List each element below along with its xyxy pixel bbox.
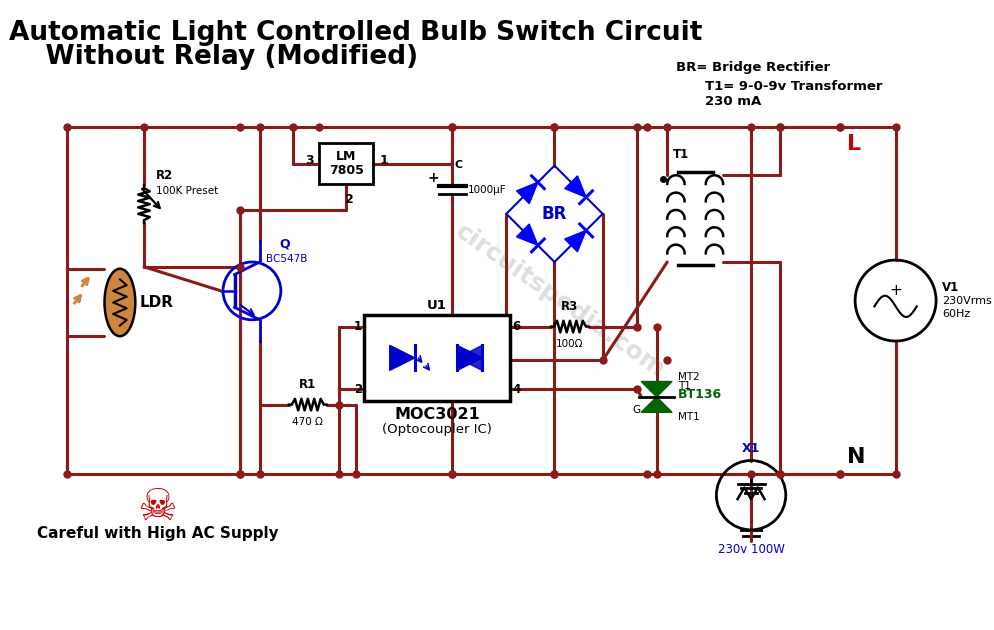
Ellipse shape (104, 269, 135, 336)
Text: 470 Ω: 470 Ω (292, 417, 323, 427)
Text: 7805: 7805 (329, 164, 364, 177)
Text: MT2: MT2 (678, 372, 700, 382)
Polygon shape (517, 182, 538, 203)
Text: BR= Bridge Rectifier: BR= Bridge Rectifier (676, 61, 830, 74)
Polygon shape (457, 345, 482, 370)
Text: R1: R1 (299, 378, 316, 391)
Text: LM: LM (336, 151, 357, 163)
Text: Q: Q (279, 238, 289, 251)
Text: 1: 1 (354, 320, 362, 333)
Text: 2: 2 (354, 382, 362, 396)
Text: LDR: LDR (139, 295, 173, 310)
FancyBboxPatch shape (319, 144, 374, 184)
Text: G: G (632, 405, 640, 415)
Text: 3: 3 (305, 154, 313, 168)
Polygon shape (641, 397, 672, 412)
Text: 100K Preset: 100K Preset (156, 186, 218, 196)
Text: 230v 100W: 230v 100W (718, 542, 784, 556)
Text: BR: BR (542, 205, 568, 223)
Polygon shape (565, 231, 586, 252)
Text: BC547B: BC547B (266, 254, 308, 264)
Polygon shape (390, 345, 414, 370)
Text: MOC3021: MOC3021 (394, 407, 480, 421)
Text: L: L (848, 134, 862, 154)
Text: ☠: ☠ (137, 486, 178, 529)
Text: 1: 1 (379, 154, 388, 168)
Text: T1: T1 (673, 147, 689, 161)
Text: +: + (427, 171, 439, 185)
Text: Without Relay (Modified): Without Relay (Modified) (9, 43, 418, 70)
Polygon shape (517, 224, 538, 246)
Text: BT136: BT136 (678, 389, 722, 401)
Polygon shape (457, 345, 482, 370)
Text: 230Vrms: 230Vrms (942, 295, 992, 306)
Text: C: C (454, 161, 462, 171)
FancyBboxPatch shape (364, 315, 510, 401)
Text: X1: X1 (742, 442, 760, 455)
Text: T1: T1 (678, 381, 691, 391)
Text: (Optocoupler IC): (Optocoupler IC) (382, 423, 492, 436)
Text: 4: 4 (512, 382, 520, 396)
Text: T1= 9-0-9v Transformer: T1= 9-0-9v Transformer (705, 80, 883, 93)
Text: +: + (890, 284, 902, 299)
Text: Careful with High AC Supply: Careful with High AC Supply (37, 526, 278, 541)
Text: 230 mA: 230 mA (705, 94, 761, 108)
Text: N: N (848, 447, 866, 467)
Polygon shape (641, 382, 672, 397)
Text: R3: R3 (562, 300, 579, 313)
Text: MT1: MT1 (678, 412, 700, 422)
Text: U1: U1 (427, 299, 447, 312)
Text: V1: V1 (942, 280, 959, 294)
Text: 1000μF: 1000μF (468, 185, 506, 195)
Text: R2: R2 (156, 169, 173, 182)
Polygon shape (565, 176, 586, 197)
Text: circuitspedia.com: circuitspedia.com (451, 219, 670, 382)
Text: 60Hz: 60Hz (942, 309, 970, 319)
Text: Automatic Light Controlled Bulb Switch Circuit: Automatic Light Controlled Bulb Switch C… (9, 20, 703, 45)
Text: 6: 6 (512, 320, 520, 333)
Text: 100Ω: 100Ω (557, 339, 583, 349)
Text: 2: 2 (345, 193, 354, 205)
